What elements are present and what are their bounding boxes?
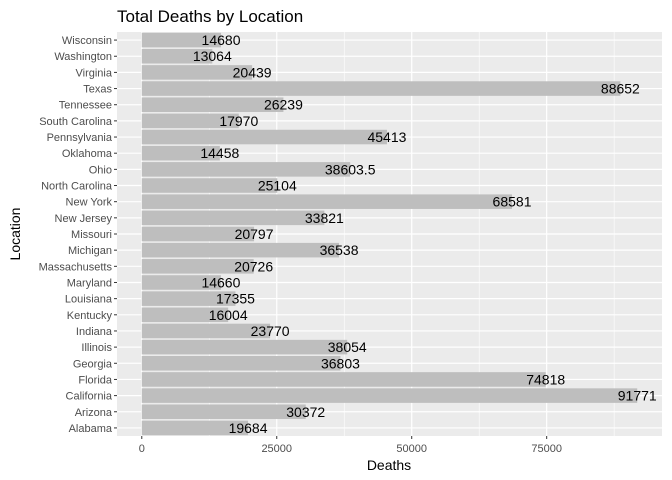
bar bbox=[141, 113, 239, 129]
bar-value-label: 26239 bbox=[264, 97, 303, 113]
y-tick-label: New York bbox=[66, 197, 113, 209]
x-axis: 0 25000 50000 75000 bbox=[139, 436, 562, 455]
y-tick-label: Tennessee bbox=[59, 100, 112, 112]
y-tick-label: Texas bbox=[83, 84, 112, 96]
bar bbox=[141, 259, 254, 274]
bar-value-label: 20439 bbox=[233, 64, 272, 80]
bar-value-label: 25104 bbox=[258, 178, 297, 194]
y-tick-label: North Carolina bbox=[41, 181, 113, 193]
chart-title: Total Deaths by Location bbox=[117, 7, 303, 26]
bar bbox=[141, 291, 236, 306]
bar-value-label: 16004 bbox=[209, 307, 248, 323]
bar bbox=[141, 32, 222, 48]
bar-value-label: 17355 bbox=[216, 291, 255, 307]
y-tick-label: California bbox=[66, 391, 113, 403]
bars bbox=[141, 32, 638, 436]
bar-value-label: 38054 bbox=[328, 339, 367, 355]
y-tick-label: Pennsylvania bbox=[47, 132, 113, 144]
bar-value-label: 45413 bbox=[367, 129, 406, 145]
y-tick-label: Virginia bbox=[76, 67, 113, 79]
bar bbox=[141, 194, 513, 209]
bar-value-label: 88652 bbox=[601, 81, 640, 97]
bar bbox=[141, 420, 249, 436]
y-tick-label: Maryland bbox=[67, 277, 112, 289]
bar-value-label: 74818 bbox=[526, 371, 565, 387]
y-tick-label: Florida bbox=[78, 374, 113, 386]
bar bbox=[141, 323, 271, 339]
y-tick-label: Louisiana bbox=[65, 294, 113, 306]
bar-value-label: 14680 bbox=[202, 32, 241, 48]
bar bbox=[141, 242, 340, 258]
y-tick-label: Oklahoma bbox=[62, 148, 113, 160]
y-tick-label: Massachusetts bbox=[39, 261, 113, 273]
bar bbox=[141, 65, 253, 80]
y-tick-label: South Carolina bbox=[39, 116, 113, 128]
y-tick-label: Wisconsin bbox=[62, 35, 112, 47]
bar bbox=[141, 372, 546, 387]
y-tick-label: Indiana bbox=[76, 326, 113, 338]
bar bbox=[141, 97, 284, 112]
y-axis-title: Location bbox=[7, 208, 23, 261]
x-tick-label: 75000 bbox=[531, 443, 562, 455]
y-tick-label: Georgia bbox=[73, 358, 113, 370]
y-tick-label: Arizona bbox=[75, 407, 113, 419]
bar-value-label: 30372 bbox=[286, 404, 325, 420]
bar bbox=[141, 145, 220, 161]
bar-value-label: 14660 bbox=[201, 274, 240, 290]
bar bbox=[141, 339, 348, 355]
x-tick-label: 0 bbox=[139, 443, 145, 455]
y-tick-label: New Jersey bbox=[55, 213, 113, 225]
bar bbox=[141, 404, 306, 420]
bar-value-label: 17970 bbox=[219, 113, 258, 129]
x-tick-label: 25000 bbox=[261, 443, 292, 455]
bar bbox=[141, 356, 341, 371]
bar-value-label: 36538 bbox=[320, 242, 359, 258]
bar-value-label: 14458 bbox=[200, 145, 239, 161]
x-tick-label: 50000 bbox=[396, 443, 427, 455]
bar bbox=[141, 210, 325, 226]
bar-value-label: 20726 bbox=[234, 258, 273, 274]
y-tick-label: Missouri bbox=[71, 229, 112, 241]
bar bbox=[141, 48, 213, 64]
bar bbox=[141, 275, 221, 290]
x-axis-title: Deaths bbox=[367, 457, 411, 473]
bar-value-label: 38603.5 bbox=[325, 161, 376, 177]
bar-value-label: 20797 bbox=[235, 226, 274, 242]
y-tick-label: Kentucky bbox=[67, 310, 113, 322]
bar-value-label: 19684 bbox=[229, 420, 268, 436]
bar bbox=[141, 388, 638, 403]
bar bbox=[141, 162, 351, 177]
y-tick-label: Alabama bbox=[69, 423, 113, 435]
bar-value-label: 36803 bbox=[321, 355, 360, 371]
bar-value-label: 68581 bbox=[493, 194, 532, 210]
bar-value-label: 33821 bbox=[305, 210, 344, 226]
bar bbox=[141, 129, 387, 145]
y-tick-label: Illinois bbox=[81, 342, 112, 354]
bar-value-label: 13064 bbox=[193, 48, 232, 64]
bar bbox=[141, 226, 255, 242]
y-tick-label: Washington bbox=[54, 51, 112, 63]
bar bbox=[141, 307, 229, 323]
bar-value-label: 23770 bbox=[251, 323, 290, 339]
bar bbox=[141, 178, 278, 193]
y-tick-label: Michigan bbox=[68, 245, 112, 257]
y-axis: Alabama Arizona California Florida Georgia Il… bbox=[39, 35, 117, 435]
bar bbox=[141, 81, 621, 96]
y-tick-label: Ohio bbox=[89, 164, 112, 176]
bar-value-label: 91771 bbox=[618, 388, 657, 404]
